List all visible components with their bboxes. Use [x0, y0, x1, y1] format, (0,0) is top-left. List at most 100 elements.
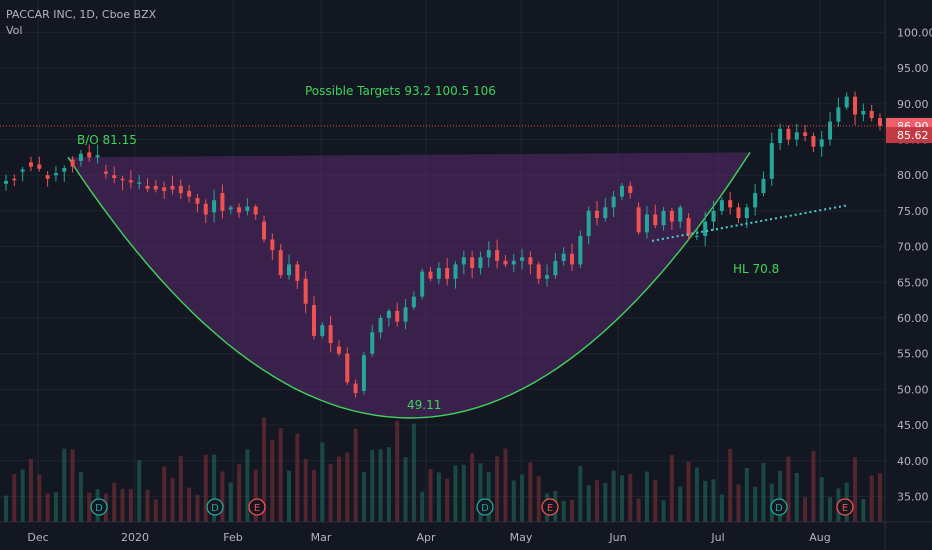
y-tick-label: 80.00	[897, 169, 929, 182]
volume-bar	[220, 471, 225, 522]
breakout-annotation: B/O 81.15	[77, 133, 137, 147]
y-tick-label: 100.00	[897, 26, 932, 39]
volume-bar	[262, 417, 267, 522]
volume-bar	[62, 448, 67, 522]
volume-bar	[853, 457, 858, 522]
candle-body	[62, 168, 67, 172]
low-annotation: 49.11	[407, 398, 441, 412]
candle-body	[212, 200, 217, 213]
volume-bar	[403, 457, 408, 522]
candle-body	[178, 185, 183, 194]
symbol-title: PACCAR INC, 1D, Cboe BZX	[6, 8, 157, 21]
candle-body	[686, 218, 691, 236]
candle-body	[495, 250, 500, 261]
y-tick-label: 90.00	[897, 98, 929, 111]
earnings-marker[interactable]: E	[541, 498, 559, 516]
volume-bar	[353, 428, 358, 522]
volume-bar	[162, 466, 167, 522]
dividend-marker[interactable]: D	[476, 498, 494, 516]
candle-body	[220, 193, 225, 211]
earnings-marker[interactable]: E	[836, 498, 854, 516]
volume-bar	[653, 479, 658, 522]
event-letter: E	[842, 503, 848, 514]
volume-bar	[87, 492, 92, 522]
price-axis[interactable]: 100.0095.0090.0085.0080.0075.0070.0065.0…	[884, 0, 932, 550]
candle-body	[428, 271, 433, 279]
x-tick-label: 2020	[121, 531, 149, 544]
time-axis[interactable]: Dec 2020 Feb Mar Apr May Jun Jul Aug	[0, 521, 932, 544]
candle-body	[736, 207, 741, 219]
volume-bar	[386, 447, 391, 522]
candle-body	[644, 214, 649, 233]
volume-bar	[570, 500, 575, 522]
candle-body	[669, 210, 674, 222]
volume-bar	[445, 478, 450, 522]
volume-bar	[819, 477, 824, 522]
volume-bar	[336, 456, 341, 522]
earnings-marker[interactable]: E	[248, 498, 266, 516]
event-letter: E	[254, 503, 260, 514]
candle-body	[303, 278, 308, 304]
candle-body	[345, 353, 350, 383]
candle-body	[520, 257, 525, 261]
event-letter: D	[95, 503, 103, 514]
candle-body	[70, 159, 75, 167]
candle-body	[553, 260, 558, 276]
candle-body	[453, 264, 458, 279]
event-circle	[248, 498, 266, 516]
candle-body	[778, 128, 783, 144]
volume-bar	[461, 464, 466, 522]
volume-bar	[78, 471, 83, 522]
volume-bar	[511, 480, 516, 522]
candle-body	[20, 169, 25, 172]
y-tick-label: 40.00	[897, 455, 929, 468]
candle-body	[844, 96, 849, 108]
candle-body	[819, 139, 824, 147]
volume-bar	[811, 451, 816, 522]
candle-body	[153, 185, 158, 190]
volume-bar	[719, 494, 724, 522]
volume-bar	[295, 433, 300, 522]
volume-bar	[786, 456, 791, 522]
dividend-marker[interactable]: D	[90, 498, 108, 516]
x-tick-label: Mar	[311, 531, 332, 544]
volume-bar	[370, 449, 375, 522]
candle-body	[628, 185, 633, 194]
volume-bar	[287, 470, 292, 522]
candle-body	[436, 268, 441, 279]
event-letter: E	[547, 503, 553, 514]
volume-bar	[586, 485, 591, 522]
volume-bar	[187, 487, 192, 522]
candle-body	[869, 110, 874, 119]
volume-bar	[520, 474, 525, 522]
candle-body	[728, 200, 733, 208]
volume-bar	[578, 465, 583, 522]
candle-body	[328, 325, 333, 343]
volume-bar	[37, 474, 42, 522]
x-tick-label: Jun	[608, 531, 626, 544]
volume-bar	[195, 494, 200, 522]
volume-bar	[145, 489, 150, 522]
candle-body	[653, 214, 658, 226]
dividend-marker[interactable]: D	[770, 498, 788, 516]
volume-bar	[478, 463, 483, 522]
candle-body	[162, 187, 167, 191]
candle-body	[786, 128, 791, 140]
candle-body	[803, 132, 808, 136]
candle-body	[636, 207, 641, 233]
volume-bar	[594, 480, 599, 522]
candle-body	[586, 210, 591, 236]
volume-bar	[361, 471, 366, 522]
price-badge-label: 85.62	[897, 129, 929, 142]
volume-bars	[4, 417, 882, 522]
dividend-marker[interactable]: D	[206, 498, 224, 516]
x-tick-label: Aug	[809, 531, 830, 544]
candle-body	[287, 264, 292, 276]
price-badge	[886, 127, 932, 144]
candle-body	[386, 310, 391, 318]
candle-body	[511, 260, 516, 265]
candle-body	[103, 171, 108, 174]
